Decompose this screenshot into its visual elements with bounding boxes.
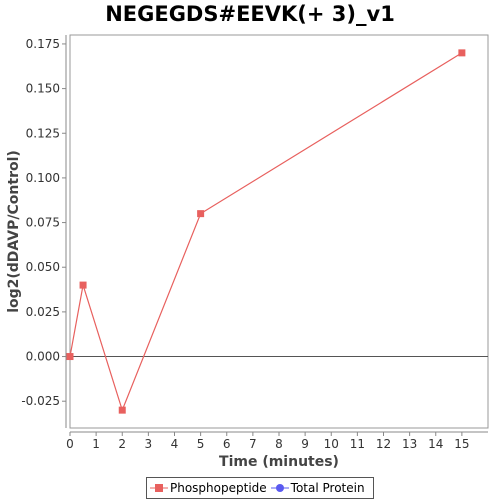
x-tick-label: 3 [145, 437, 153, 451]
x-axis-title: Time (minutes) [219, 454, 339, 470]
x-tick-label: 2 [118, 437, 126, 451]
legend-item: Total Protein [270, 481, 365, 495]
x-tick-label: 10 [324, 437, 339, 451]
legend: Phosphopeptide Total Protein [146, 477, 374, 499]
y-tick-label: 0.150 [26, 82, 60, 96]
x-tick-label: 1 [92, 437, 100, 451]
legend-item: Phosphopeptide [150, 481, 267, 495]
y-tick-label: 0.050 [26, 260, 60, 274]
y-tick-label: -0.025 [21, 394, 60, 408]
legend-swatch [150, 484, 168, 492]
legend-label: Total Protein [290, 481, 365, 495]
data-point [79, 281, 87, 289]
y-tick-label: 0.100 [26, 171, 60, 185]
chart-title: NEGEGDS#EEVK(+ 3)_v1 [105, 2, 395, 26]
legend-swatch [270, 484, 289, 492]
x-tick-label: 15 [454, 437, 469, 451]
x-tick-label: 8 [275, 437, 283, 451]
x-tick-label: 14 [428, 437, 443, 451]
x-tick-label: 5 [197, 437, 205, 451]
x-tick-label: 9 [301, 437, 309, 451]
y-tick-label: 0.175 [26, 37, 60, 51]
y-axis-title: log2(dDAVP/Control) [6, 150, 22, 313]
data-point [197, 210, 205, 218]
y-tick-label: 0.025 [26, 305, 60, 319]
x-tick-label: 13 [402, 437, 417, 451]
axes: -0.025 0.000 0.025 0.050 0.075 0.100 0.125 0.15… [21, 35, 488, 451]
x-tick-label: 0 [66, 437, 74, 451]
y-tick-label: 0.125 [26, 126, 60, 140]
data-point [458, 49, 466, 57]
legend-swatch-marker [155, 484, 163, 492]
x-tick-label: 4 [171, 437, 179, 451]
data-point [66, 353, 74, 361]
legend-swatch-marker [275, 484, 284, 492]
data-point [118, 406, 126, 414]
x-tick-label: 6 [223, 437, 231, 451]
series-group [66, 49, 466, 414]
y-tick-label: 0.075 [26, 216, 60, 230]
x-tick-label: 12 [376, 437, 391, 451]
x-tick-label: 11 [350, 437, 365, 451]
plot-area [69, 34, 489, 429]
x-tick-label: 7 [249, 437, 257, 451]
legend-label: Phosphopeptide [170, 481, 267, 495]
y-tick-label: 0.000 [26, 350, 60, 364]
